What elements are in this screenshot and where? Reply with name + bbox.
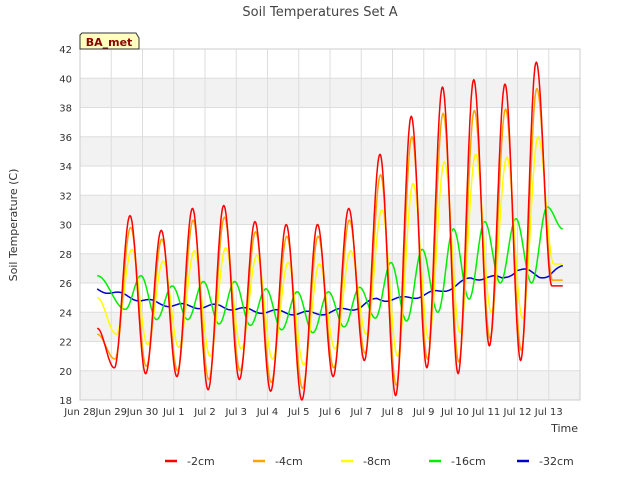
y-tick-label: 34 [59, 162, 72, 173]
x-tick-label: Jul 3 [224, 407, 247, 418]
series-line-minus-2cm [96, 61, 564, 401]
y-tick-label: 36 [59, 133, 72, 144]
y-axis-label: Soil Temperature (C) [7, 169, 20, 282]
station-badge-label: BA_met [86, 36, 133, 49]
y-tick-label: 30 [59, 221, 72, 232]
y-tick-label: 22 [59, 338, 72, 349]
series-lines [96, 61, 564, 401]
y-tick-label: 20 [59, 367, 72, 378]
legend-label: -4cm [275, 455, 303, 468]
x-tick-label: Jul 11 [471, 407, 500, 418]
y-tick-label: 42 [59, 45, 72, 56]
legend-label: -32cm [539, 455, 574, 468]
x-tick-label: Jul 5 [287, 407, 310, 418]
station-badge: BA_met [79, 32, 140, 50]
y-tick-label: 40 [59, 74, 72, 85]
chart-title: Soil Temperatures Set A [242, 5, 397, 20]
legend-label: -16cm [451, 455, 486, 468]
x-tick-label: Jul 7 [349, 407, 372, 418]
x-axis-label: Time [550, 422, 578, 435]
series-line-minus-8cm [97, 136, 564, 366]
x-tick-label: Jul 10 [440, 407, 469, 418]
x-tick-label: Jul 8 [381, 407, 404, 418]
x-tick-label: Jul 6 [318, 407, 341, 418]
y-tick-label: 28 [59, 250, 72, 261]
x-tick-label: Jul 13 [534, 407, 563, 418]
x-tick-label: Jul 2 [193, 407, 216, 418]
legend: -2cm -4cm -8cm -16cm -32cm [165, 455, 574, 468]
legend-label: -2cm [187, 455, 215, 468]
y-tick-label: 26 [59, 279, 72, 290]
y-tick-label: 32 [59, 191, 72, 202]
y-tick-label: 38 [59, 104, 72, 115]
series-line-minus-4cm [97, 87, 564, 390]
x-tick-label: Jun 29 [94, 407, 127, 418]
y-tick-label: 24 [59, 308, 72, 319]
legend-label: -8cm [363, 455, 391, 468]
x-tick-label: Jul 4 [256, 407, 279, 418]
x-tick-label: Jun 28 [63, 407, 96, 418]
x-tick-label: Jul 9 [412, 407, 435, 418]
x-axis-ticks: Jun 28 Jun 29 Jun 30 Jul 1 Jul 2 Jul 3 Jul 4 Ju… [63, 407, 563, 418]
x-tick-label: Jul 1 [162, 407, 185, 418]
y-axis-ticks: 18 20 22 24 26 28 30 32 34 36 38 40 42 [59, 45, 72, 407]
x-tick-label: Jun 30 [126, 407, 159, 418]
plot-border [79, 48, 581, 401]
y-tick-label: 18 [59, 396, 72, 407]
x-tick-label: Jul 12 [503, 407, 532, 418]
